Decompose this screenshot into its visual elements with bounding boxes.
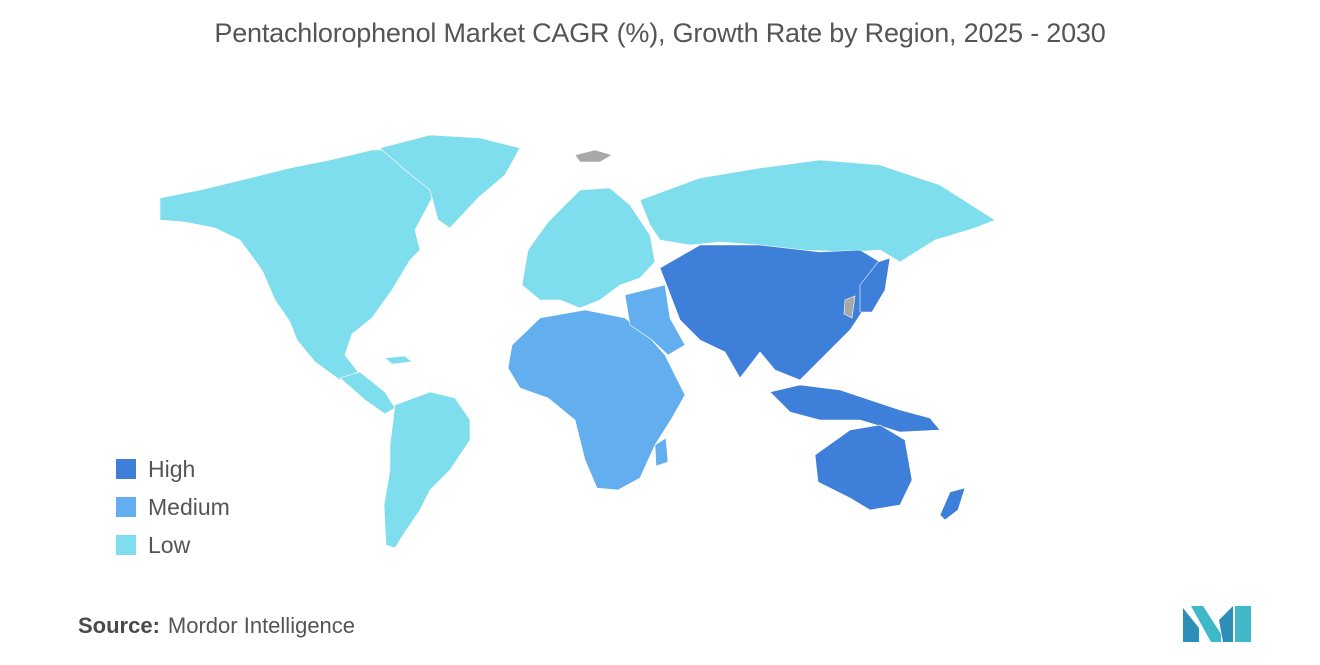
mordor-intelligence-logo-icon [1183, 606, 1251, 642]
legend-item-low: Low [116, 526, 230, 564]
north-america-shape [159, 149, 441, 381]
region-no-data [574, 149, 856, 319]
legend-swatch-high [116, 459, 136, 479]
australia-shape [814, 424, 913, 511]
korea-shape [843, 295, 856, 319]
southeast-asia-islands-shape [769, 384, 941, 433]
region-asia-pacific [659, 244, 966, 521]
region-europe [521, 187, 656, 309]
world-map [159, 134, 996, 549]
central-america-shape [339, 371, 396, 415]
region-russia [639, 159, 996, 263]
europe-shape [521, 187, 656, 309]
legend-swatch-low [116, 535, 136, 555]
legend-item-medium: Medium [116, 488, 230, 526]
new-zealand-shape [939, 487, 966, 521]
legend-label-high: High [148, 455, 196, 482]
madagascar-shape [654, 437, 669, 467]
svalbard-shape [574, 149, 613, 163]
region-north-america [159, 134, 521, 415]
middle-east-shape [624, 284, 686, 356]
source-label: Source: [78, 613, 160, 638]
greenland-shape [379, 134, 521, 229]
legend-swatch-medium [116, 497, 136, 517]
map-legend: High Medium Low [116, 450, 230, 564]
region-middle-east-africa [507, 284, 686, 491]
region-south-america [383, 391, 471, 549]
caribbean-shape [384, 355, 413, 365]
legend-label-low: Low [148, 531, 191, 558]
africa-shape [507, 309, 686, 491]
russia-shape [639, 159, 996, 263]
legend-item-high: High [116, 450, 230, 488]
source-value: Mordor Intelligence [167, 613, 356, 638]
asia-shape [659, 244, 881, 381]
japan-shape [859, 257, 891, 313]
chart-title: Pentachlorophenol Market CAGR (%), Growt… [214, 18, 1106, 48]
source-note: Source: Mordor Intelligence [78, 613, 355, 639]
legend-label-medium: Medium [148, 493, 230, 520]
south-america-shape [383, 391, 471, 549]
